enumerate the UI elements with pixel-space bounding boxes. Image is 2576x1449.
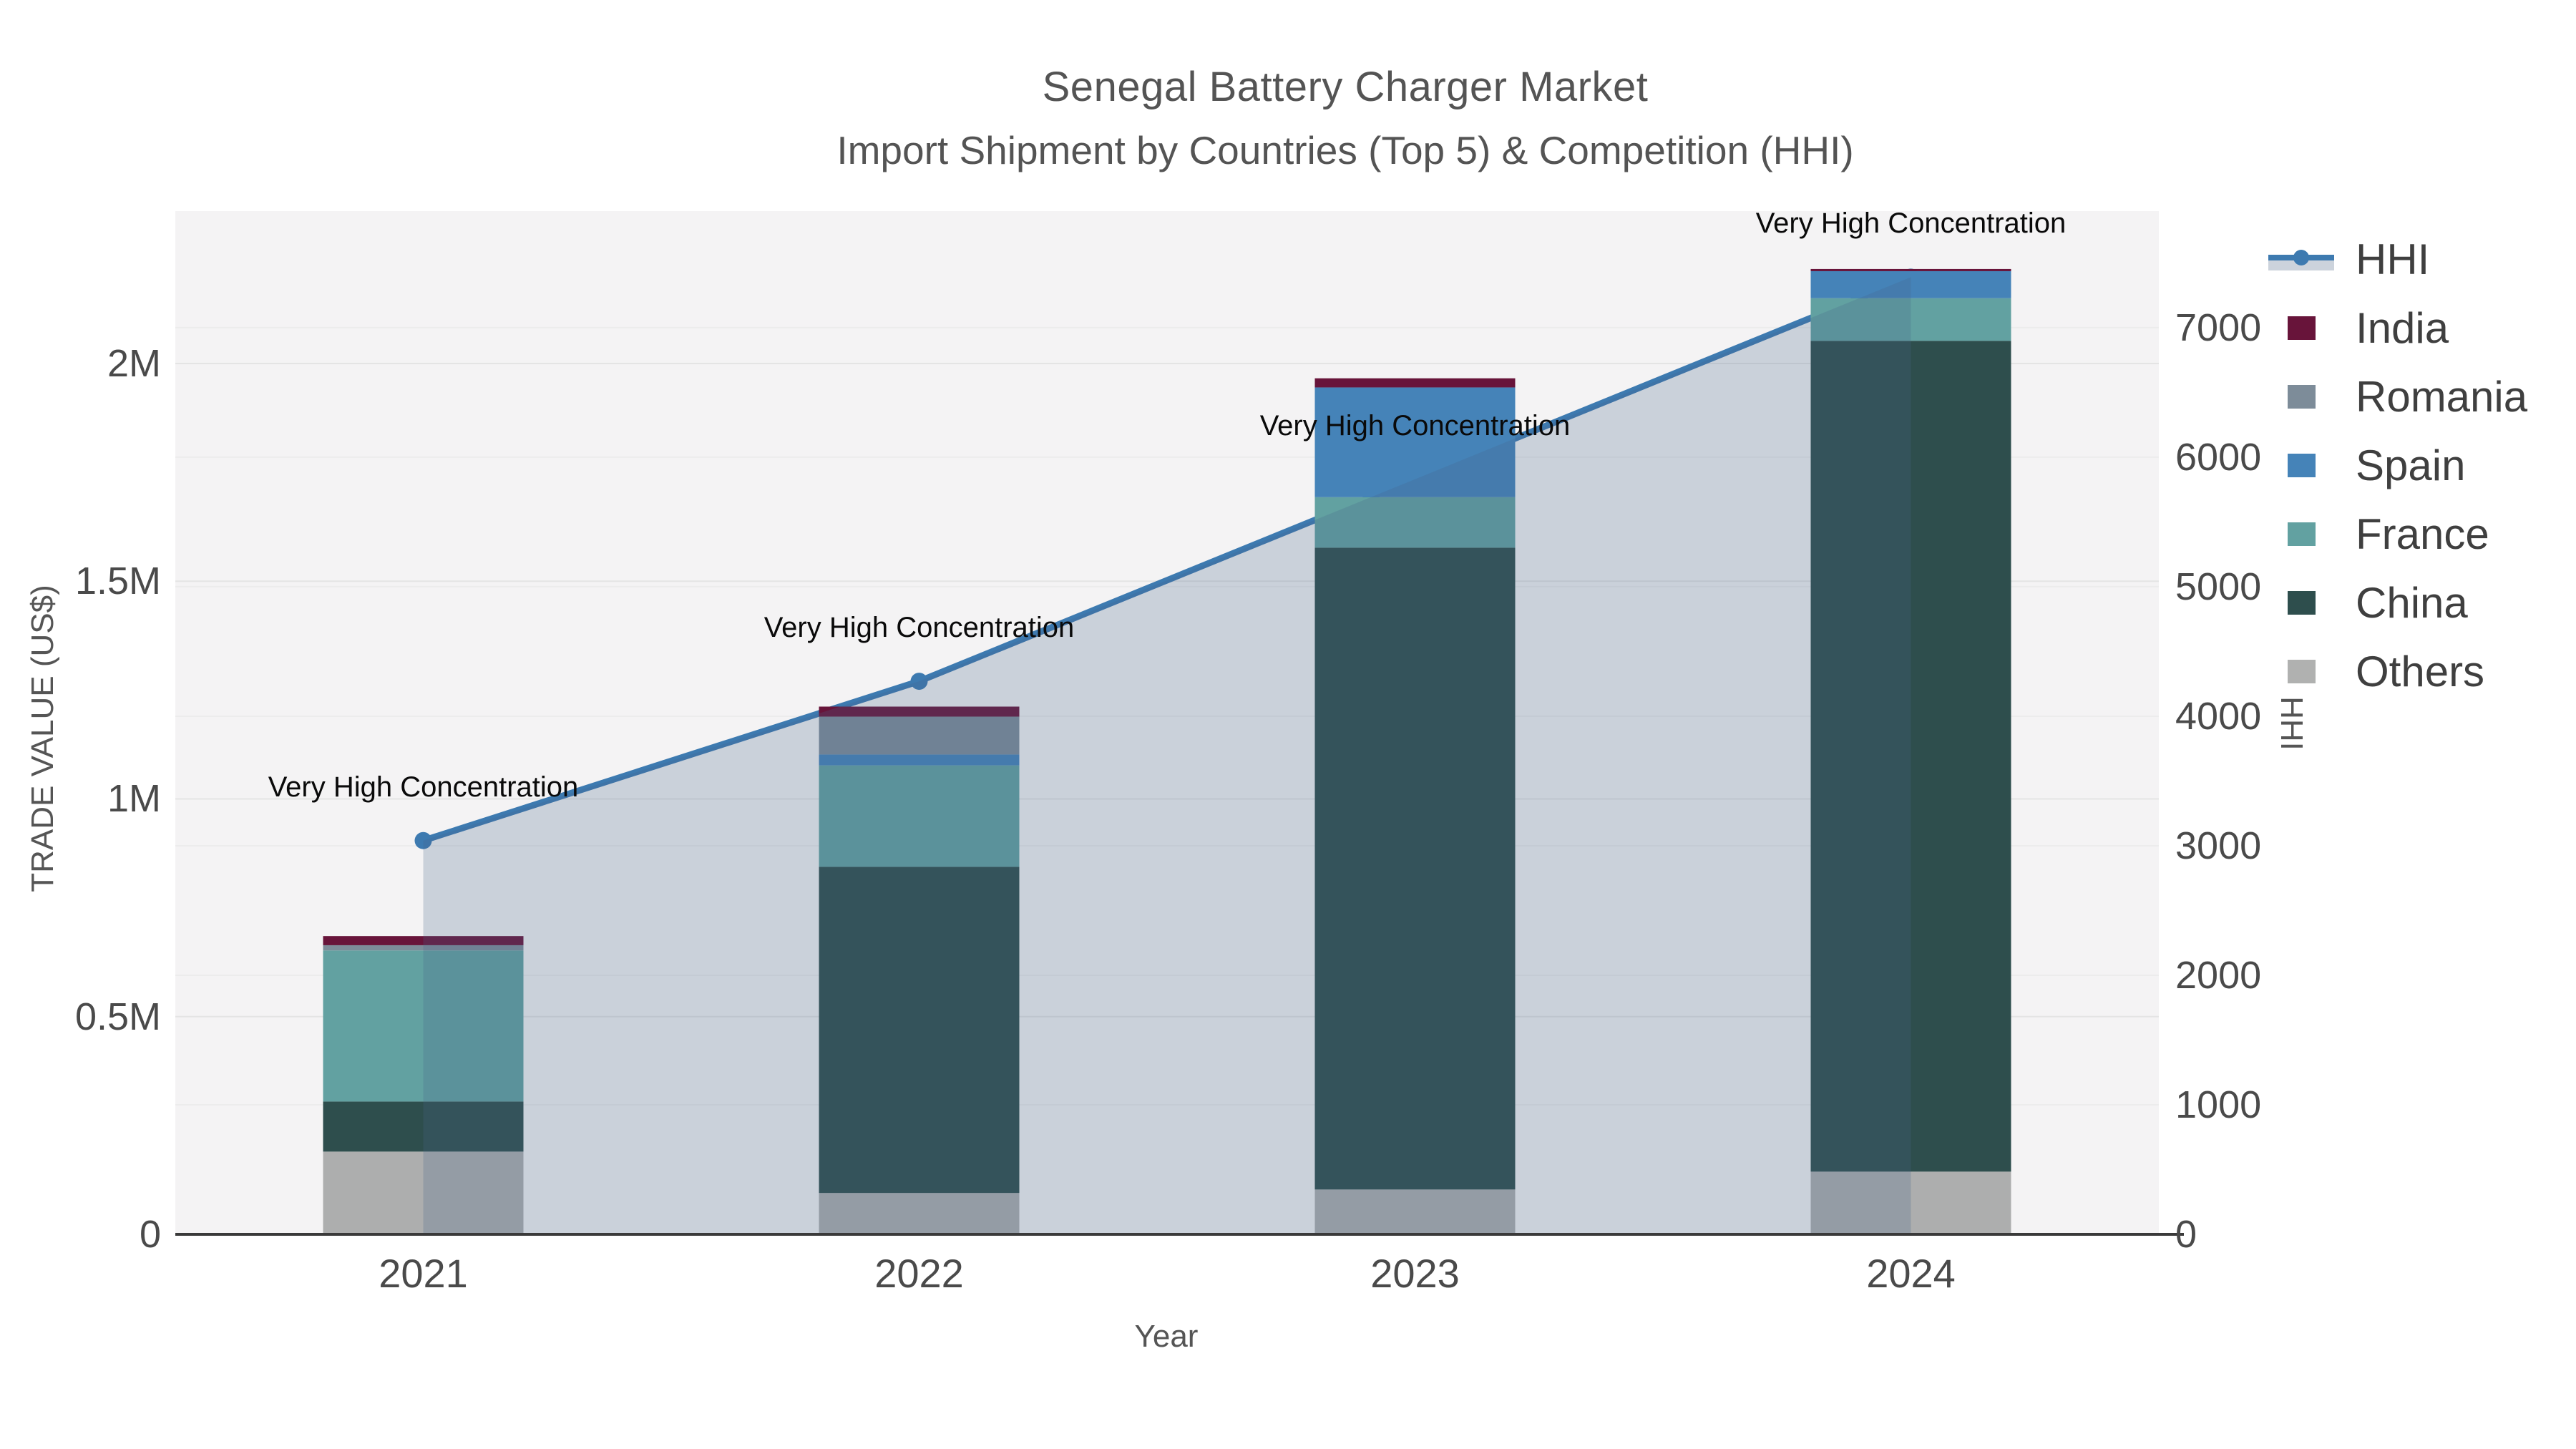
color-swatch-icon: [2261, 453, 2341, 477]
legend-label: Romania: [2356, 372, 2528, 421]
hhi-line[interactable]: [422, 274, 1913, 844]
bar-segment-china-2024[interactable]: [1810, 341, 2011, 1172]
bar-segment-spain-2023[interactable]: [1314, 387, 1516, 497]
annotation-very-high-concentration: Very High Concentration: [1755, 208, 2067, 240]
bar-segment-others-2021[interactable]: [323, 1151, 524, 1234]
left-tick-label: 0: [139, 1213, 161, 1256]
bar-segment-france-2021[interactable]: [323, 950, 524, 1102]
right-tick-label: 1000: [2175, 1083, 2262, 1126]
legend-label: France: [2356, 509, 2489, 558]
left-tick-label: 1.5M: [74, 560, 161, 603]
left-tick-label: 1M: [107, 777, 161, 821]
annotation-very-high-concentration: Very High Concentration: [1259, 409, 1571, 441]
right-tick-label: 6000: [2175, 435, 2262, 479]
bar-segment-spain-2022[interactable]: [819, 754, 1020, 766]
right-tick-label: 5000: [2175, 565, 2262, 608]
right-tick-label: 4000: [2175, 694, 2262, 738]
color-swatch-icon: [2261, 590, 2341, 615]
hhi-line-icon: [2261, 246, 2341, 272]
bar-segment-france-2023[interactable]: [1314, 497, 1516, 548]
hhi-marker[interactable]: [910, 673, 928, 691]
legend: HHI India Romania Spain France China Others: [2261, 225, 2527, 706]
bar-segment-spain-2024[interactable]: [1810, 270, 2011, 298]
right-tick-label: 3000: [2175, 824, 2262, 867]
hhi-marker[interactable]: [414, 831, 432, 849]
bar-segment-others-2023[interactable]: [1314, 1189, 1516, 1234]
hhi-area-fill: [423, 277, 1911, 1235]
legend-label: India: [2356, 303, 2449, 352]
bar-segment-india-2022[interactable]: [819, 706, 1020, 717]
left-axis-title: TRADE VALUE (US$): [25, 585, 60, 892]
legend-label: HHI: [2356, 235, 2430, 283]
right-tick-label: 2000: [2175, 953, 2262, 997]
right-tick-label: 0: [2175, 1213, 2197, 1256]
chart-title: Senegal Battery Charger Market: [1042, 64, 1649, 110]
left-tick-label: 0.5M: [74, 995, 161, 1038]
legend-label: Spain: [2356, 441, 2466, 489]
bar-segment-india-2024[interactable]: [1810, 268, 2011, 271]
x-tick-label: 2023: [1370, 1251, 1460, 1296]
bar-segment-others-2024[interactable]: [1810, 1171, 2011, 1234]
bar-segment-romania-2021[interactable]: [323, 945, 524, 951]
bar-segment-china-2023[interactable]: [1314, 547, 1516, 1190]
color-swatch-icon: [2261, 522, 2341, 546]
bar-segment-others-2022[interactable]: [819, 1193, 1020, 1234]
bar-segment-france-2024[interactable]: [1810, 298, 2011, 341]
right-tick-label: 7000: [2175, 306, 2262, 349]
bar-segment-china-2021[interactable]: [323, 1101, 524, 1152]
color-swatch-icon: [2261, 316, 2341, 340]
x-axis-title: Year: [1134, 1319, 1199, 1354]
bar-segment-china-2022[interactable]: [819, 867, 1020, 1194]
x-tick-label: 2024: [1866, 1251, 1956, 1296]
bar-segment-romania-2022[interactable]: [819, 716, 1020, 755]
bar-segment-france-2022[interactable]: [819, 765, 1020, 867]
legend-item-spain[interactable]: Spain: [2261, 431, 2527, 499]
annotation-very-high-concentration: Very High Concentration: [763, 612, 1075, 644]
legend-item-india[interactable]: India: [2261, 293, 2527, 362]
left-tick-label: 2M: [107, 341, 161, 385]
legend-item-france[interactable]: France: [2261, 499, 2527, 568]
legend-label: Others: [2356, 647, 2485, 696]
bar-segment-india-2021[interactable]: [323, 936, 524, 945]
legend-item-hhi[interactable]: HHI: [2261, 225, 2527, 293]
x-tick-label: 2021: [379, 1251, 468, 1296]
x-tick-label: 2022: [874, 1251, 964, 1296]
color-swatch-icon: [2261, 659, 2341, 683]
legend-item-romania[interactable]: Romania: [2261, 362, 2527, 431]
bar-segment-india-2023[interactable]: [1314, 378, 1516, 388]
legend-label: China: [2356, 578, 2468, 627]
legend-item-china[interactable]: China: [2261, 568, 2527, 637]
legend-item-others[interactable]: Others: [2261, 637, 2527, 706]
color-swatch-icon: [2261, 384, 2341, 409]
annotation-very-high-concentration: Very High Concentration: [268, 771, 579, 803]
chart-subtitle: Import Shipment by Countries (Top 5) & C…: [836, 128, 1854, 172]
